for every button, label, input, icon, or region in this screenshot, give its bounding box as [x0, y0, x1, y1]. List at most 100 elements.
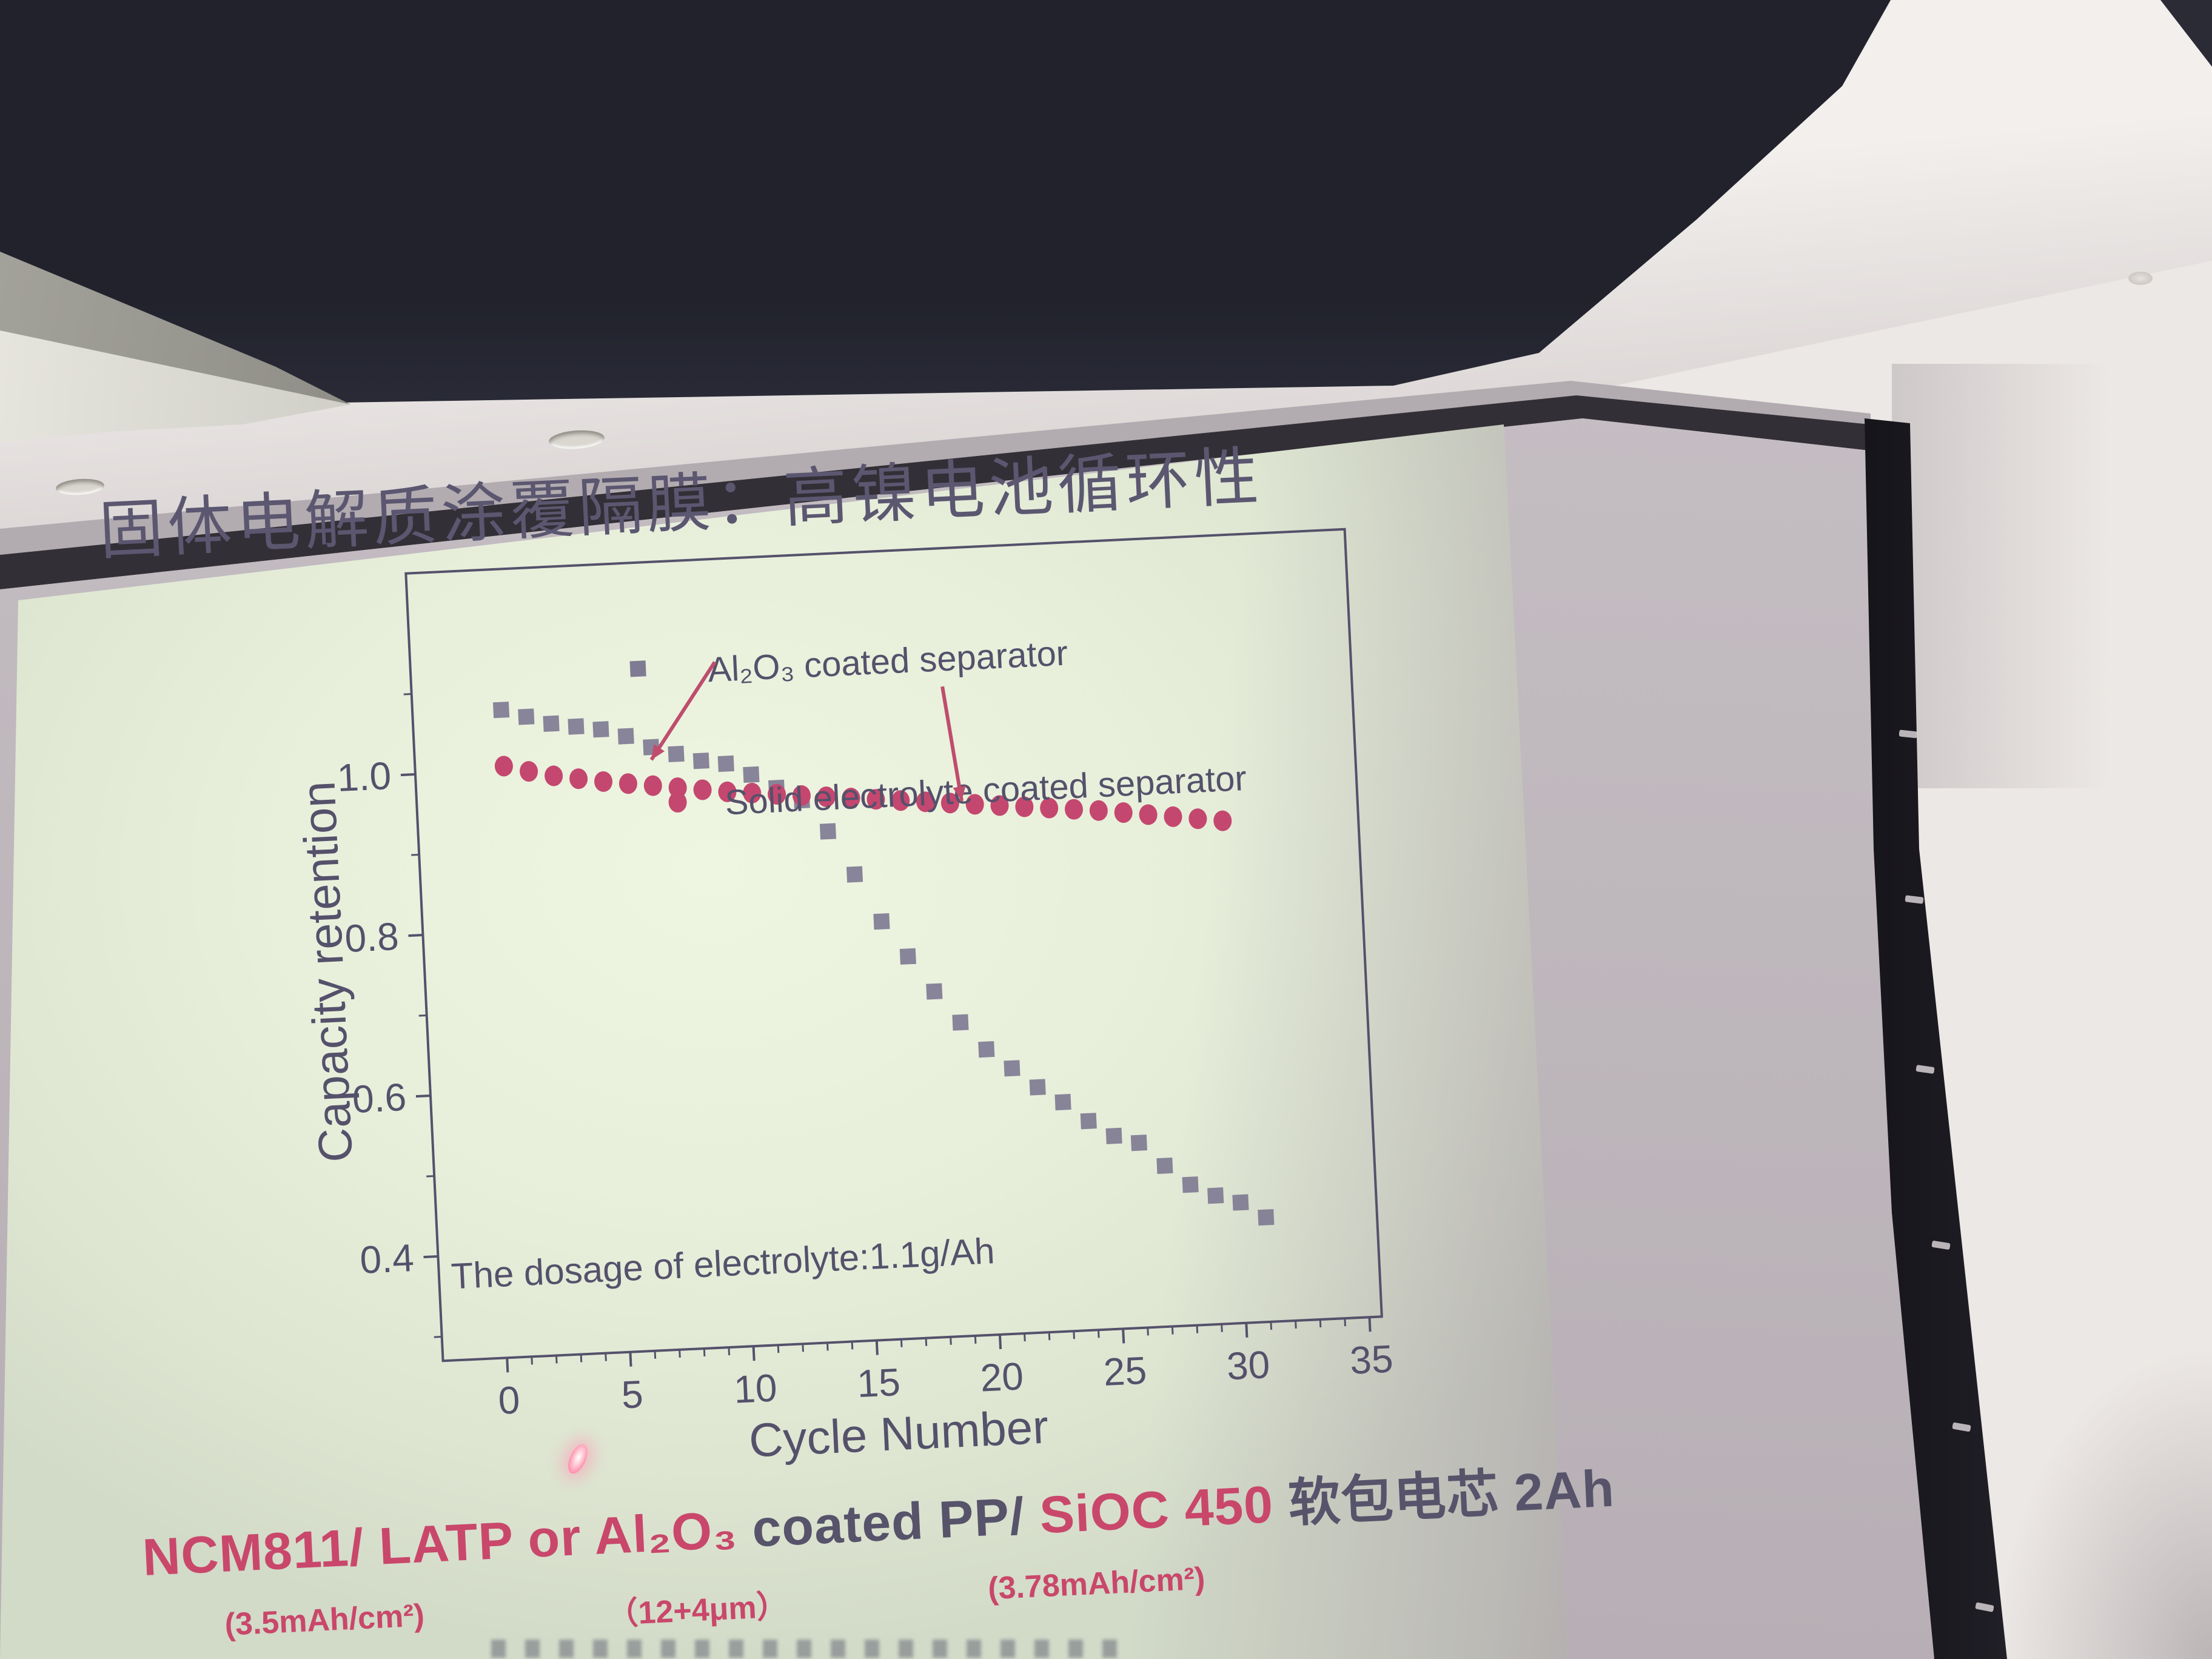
- data-point-circle: [965, 794, 984, 815]
- data-point-circle: [520, 761, 538, 782]
- data-point-square: [899, 948, 916, 965]
- legend-label-al2o3: Al₂O₃ coated separator: [707, 634, 1069, 690]
- data-point-square: [1029, 1079, 1046, 1096]
- data-point-square: [1207, 1187, 1224, 1204]
- y-minor-tick: [434, 1336, 442, 1338]
- data-point-circle: [1139, 804, 1158, 825]
- x-tick: [1245, 1322, 1248, 1338]
- data-point-circle: [693, 779, 712, 800]
- data-point-circle: [768, 783, 786, 805]
- x-minor-tick: [777, 1345, 780, 1353]
- data-point-square: [1004, 1060, 1021, 1077]
- x-minor-tick: [703, 1348, 706, 1357]
- data-point-square: [978, 1041, 995, 1058]
- data-point-circle: [792, 785, 811, 806]
- data-point-circle: [866, 789, 885, 810]
- x-minor-tick: [1270, 1321, 1273, 1330]
- y-tick: [400, 773, 416, 777]
- x-minor-tick: [1048, 1332, 1051, 1341]
- y-tick: [423, 1255, 438, 1259]
- x-minor-tick: [851, 1341, 854, 1350]
- y-axis-label: Capacity retention: [291, 780, 363, 1164]
- data-point-square: [617, 728, 634, 745]
- legend-circle-marker: [668, 792, 687, 813]
- data-point-circle: [1065, 799, 1084, 820]
- data-point-circle: [891, 790, 910, 811]
- data-point-circle: [817, 786, 836, 808]
- footer-parameter: (3.5mAh/cm²): [224, 1598, 426, 1643]
- data-point-circle: [569, 768, 588, 789]
- data-point-circle: [643, 775, 662, 796]
- x-tick-label: 10: [733, 1366, 779, 1411]
- data-point-circle: [668, 777, 687, 799]
- x-tick-label: 0: [497, 1378, 521, 1423]
- bottom-right-vignette: [1994, 1344, 2212, 1659]
- data-point-square: [743, 766, 760, 783]
- footer-parameter: (3.78mAh/cm²): [987, 1561, 1206, 1607]
- data-point-circle: [916, 791, 935, 813]
- x-tick: [506, 1358, 509, 1373]
- y-minor-tick: [411, 854, 420, 856]
- x-tick-label: 30: [1225, 1342, 1271, 1388]
- cutoff-text-row: [491, 1640, 1134, 1658]
- data-point-square: [1130, 1134, 1148, 1151]
- data-point-square: [668, 745, 685, 763]
- data-point-square: [717, 755, 734, 773]
- data-point-circle: [1089, 800, 1108, 821]
- y-tick-label: 0.6: [351, 1075, 407, 1121]
- x-tick: [629, 1352, 632, 1367]
- data-point-square: [1258, 1209, 1275, 1226]
- data-point-square: [819, 823, 837, 840]
- slide-content: 固体电解质涂覆隔膜：高镍电池循环性 0 5 10 15 20 25 30 35 0.4 0.6 0.…: [91, 395, 1616, 1659]
- y-minor-tick: [403, 693, 412, 695]
- data-point-square: [952, 1014, 969, 1031]
- x-minor-tick: [1344, 1318, 1346, 1327]
- legend-arrow-al2o3-head: [651, 744, 665, 760]
- data-point-square: [1080, 1113, 1097, 1130]
- data-point-square: [1156, 1157, 1173, 1175]
- data-point-square: [518, 708, 535, 725]
- legend-square-marker: [629, 660, 646, 677]
- data-point-circle: [1040, 797, 1059, 819]
- legend-arrow-solid-electrolyte-head: [953, 785, 966, 801]
- x-axis-label: Cycle Number: [748, 1399, 1050, 1467]
- data-point-circle: [842, 788, 860, 809]
- data-point-circle: [618, 773, 637, 794]
- y-tick: [408, 934, 423, 937]
- plot-frame: [404, 528, 1383, 1362]
- x-tick-label: 25: [1102, 1349, 1148, 1394]
- footer-parameter: （12+4μm）: [606, 1588, 789, 1633]
- x-tick-label: 5: [620, 1372, 644, 1417]
- data-point-circle: [1213, 810, 1232, 831]
- legend-arrow-solid-electrolyte: [940, 686, 964, 802]
- x-tick-label: 20: [979, 1354, 1025, 1399]
- data-point-square: [873, 913, 890, 930]
- data-point-circle: [594, 771, 613, 792]
- data-point-square: [926, 983, 943, 1000]
- data-point-circle: [545, 765, 563, 786]
- legend-arrow-al2o3: [649, 661, 717, 761]
- data-point-circle: [718, 781, 737, 802]
- data-point-square: [1232, 1194, 1249, 1211]
- footer-segment: coated PP/: [751, 1486, 1041, 1558]
- data-point-circle: [494, 756, 513, 777]
- x-tick: [1122, 1329, 1125, 1344]
- data-point-square: [592, 721, 609, 738]
- data-point-square: [543, 715, 560, 732]
- data-point-circle: [1188, 808, 1207, 830]
- x-tick-label: 15: [856, 1360, 902, 1406]
- x-minor-tick: [925, 1338, 928, 1346]
- data-point-square: [692, 752, 709, 769]
- series-al2o3-coated-separator: [492, 702, 1275, 1226]
- x-tick-label: 35: [1349, 1337, 1395, 1382]
- x-minor-tick: [900, 1339, 903, 1347]
- data-point-circle: [990, 795, 1009, 816]
- data-point-square: [1105, 1127, 1122, 1144]
- data-point-circle: [1164, 806, 1182, 827]
- x-minor-tick: [1319, 1319, 1322, 1328]
- series-solid-electrolyte-coated-separator: [494, 756, 1232, 831]
- data-point-square: [846, 866, 863, 883]
- data-point-square: [568, 718, 585, 735]
- data-point-circle: [940, 793, 959, 814]
